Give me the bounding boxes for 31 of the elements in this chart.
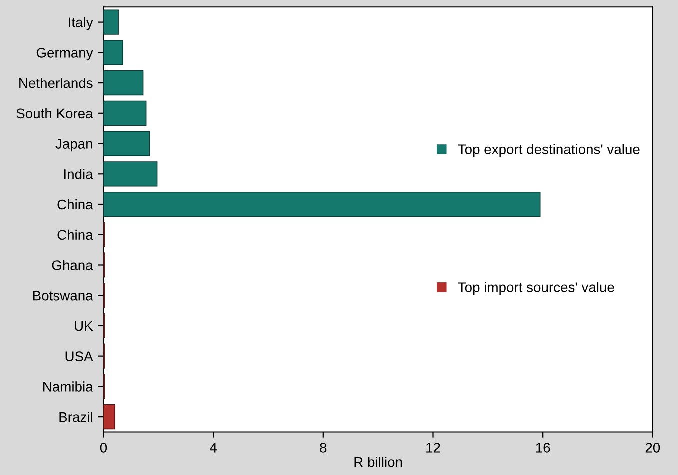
bar [104,100,147,126]
bar [104,162,158,187]
y-tick-label: China [58,230,94,240]
y-tick-label: South Korea [16,108,94,119]
y-tick-label: UK [75,321,94,332]
y-tick-label: China [58,199,94,210]
bar [104,10,119,35]
y-tick-label: Germany [36,48,94,61]
y-tick-label: USA [66,352,94,362]
x-tick-label: 0 [100,443,108,453]
legend-label: Top import sources' value [458,282,614,296]
bar [104,70,144,96]
bar [104,404,116,430]
x-tick-label: 12 [426,443,440,453]
y-tick-label: Japan [56,139,92,152]
x-tick-label: 4 [210,443,218,453]
bar [104,192,541,218]
y-tick-label: Botswana [33,291,94,301]
x-axis-title: R billion [354,457,402,468]
x-tick-label: 20 [646,443,660,453]
y-tick-label: Namibia [44,382,94,392]
bar [104,40,124,66]
y-tick-label: India [64,169,94,180]
y-tick-label: Italy [69,17,94,30]
legend-label: Top export destinations' value [458,144,640,158]
x-tick-label: 16 [536,443,550,453]
y-tick-label: Netherlands [20,78,93,88]
y-tick-label: Brazil [60,412,92,422]
x-tick-label: 8 [320,443,327,453]
y-tick-label: Ghana [52,260,94,270]
bar [104,131,150,156]
